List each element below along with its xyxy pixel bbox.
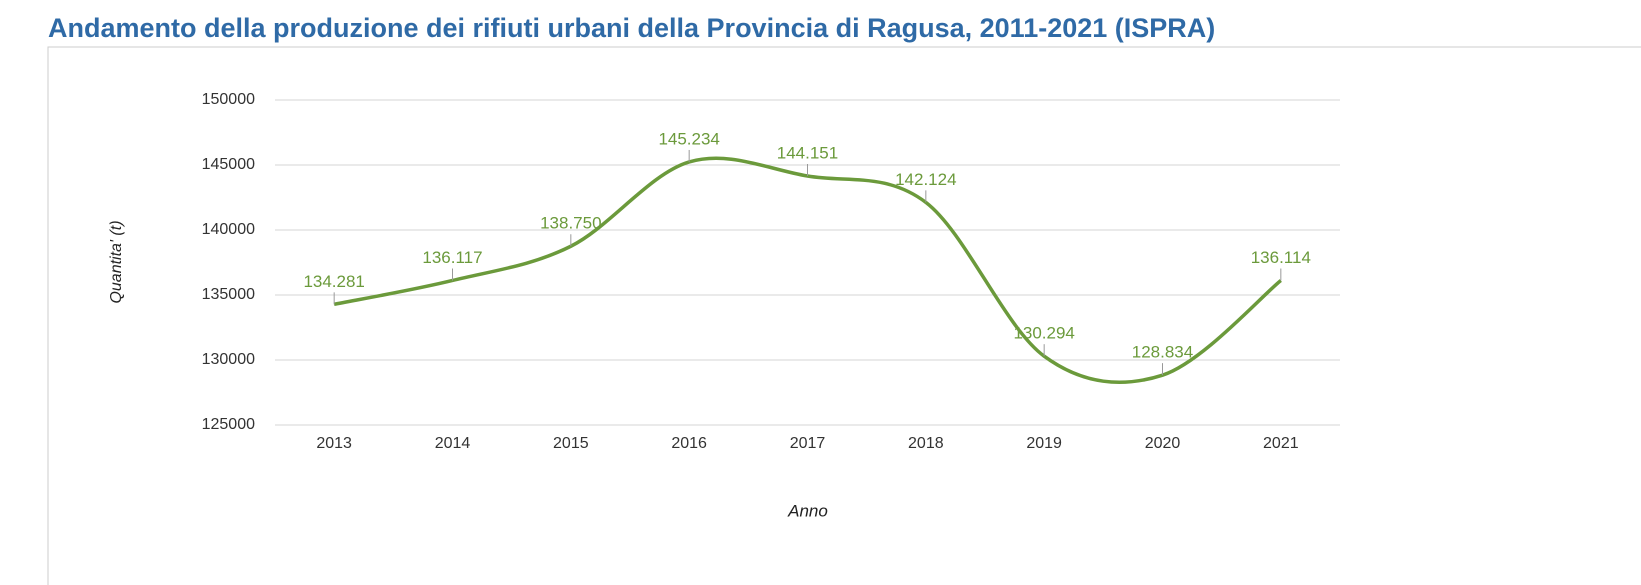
data-label: 134.281	[303, 272, 364, 291]
data-label: 136.117	[422, 248, 482, 267]
x-axis-label: Anno	[787, 501, 828, 520]
chart-title: Andamento della produzione dei rifiuti u…	[48, 13, 1215, 43]
data-label: 144.151	[777, 144, 838, 163]
y-tick-label: 140000	[202, 221, 255, 238]
data-label: 130.294	[1013, 324, 1074, 343]
x-tick-label: 2019	[1026, 435, 1062, 452]
y-tick-label: 135000	[202, 286, 255, 303]
data-label: 138.750	[540, 214, 601, 233]
data-label: 128.834	[1132, 343, 1193, 362]
x-tick-label: 2014	[435, 435, 471, 452]
y-tick-label: 130000	[202, 351, 255, 368]
x-tick-label: 2021	[1263, 435, 1299, 452]
data-label: 142.124	[895, 170, 956, 189]
x-tick-label: 2020	[1145, 435, 1181, 452]
x-tick-label: 2013	[316, 435, 352, 452]
y-tick-label: 150000	[202, 91, 255, 108]
x-tick-label: 2018	[908, 435, 944, 452]
data-label: 145.234	[658, 129, 719, 148]
y-tick-label: 125000	[202, 416, 255, 433]
data-line	[333, 156, 1282, 384]
x-tick-label: 2015	[553, 435, 589, 452]
y-axis-label: Quantita' (t)	[108, 220, 125, 303]
data-label: 136.114	[1251, 248, 1311, 267]
x-tick-label: 2017	[790, 435, 826, 452]
y-tick-label: 145000	[202, 156, 255, 173]
x-tick-label: 2016	[671, 435, 707, 452]
chart-frame	[47, 46, 1641, 585]
